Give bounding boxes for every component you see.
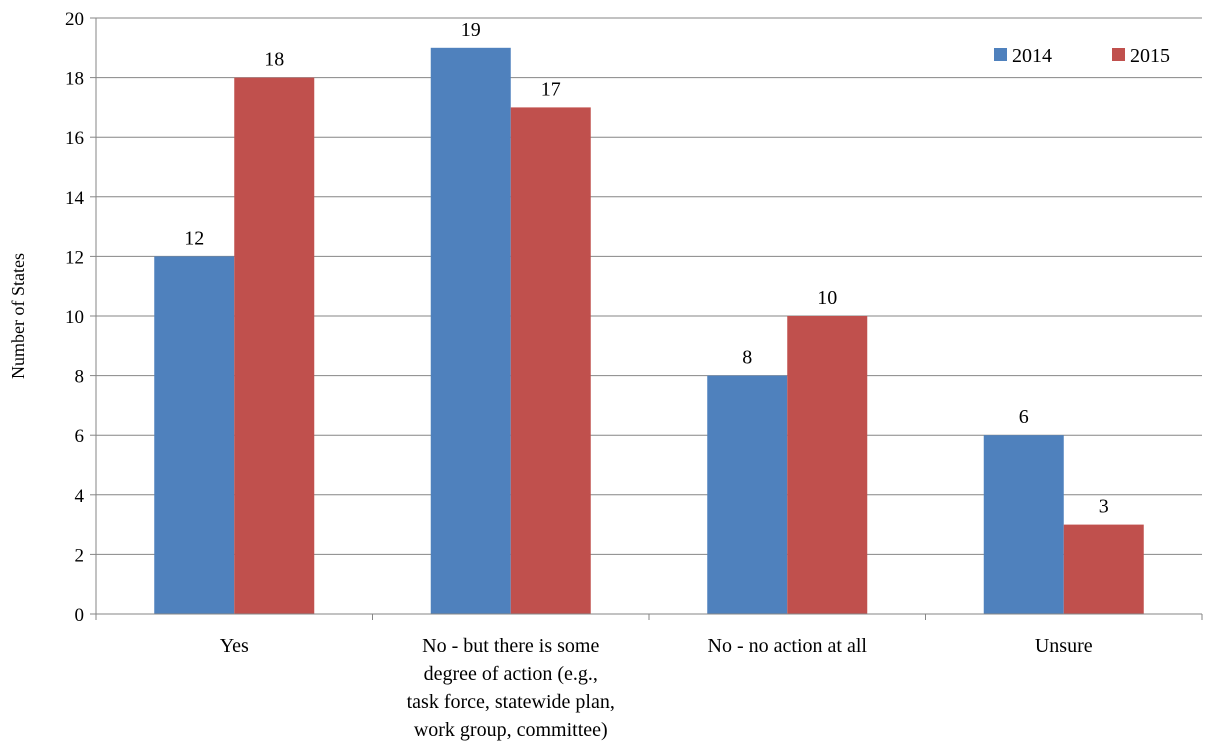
category-label: No - no action at all: [708, 635, 868, 657]
axes: [90, 17, 1203, 620]
data-label: 12: [184, 227, 204, 249]
legend: 2014 2015: [994, 45, 1170, 67]
data-label: 3: [1099, 496, 1109, 518]
y-tick-label: 20: [65, 9, 84, 30]
data-label: 10: [817, 287, 837, 309]
category-label-line: Unsure: [1035, 635, 1093, 657]
bar: [510, 107, 591, 615]
bar: [154, 256, 235, 614]
category-label: Unsure: [1035, 635, 1093, 657]
y-tick-label: 18: [65, 69, 84, 90]
legend-swatch: [1112, 48, 1125, 61]
y-axis-title: Number of States: [8, 253, 28, 379]
legend-swatch: [994, 48, 1007, 61]
category-label-line: task force, statewide plan,: [407, 691, 615, 713]
data-label: 17: [541, 78, 561, 100]
y-tick-label: 0: [75, 605, 85, 626]
y-tick-label: 4: [75, 486, 85, 507]
category-label-line: No - no action at all: [708, 635, 868, 657]
y-tick-label: 8: [75, 367, 85, 388]
bar: [430, 47, 511, 615]
y-tick-label: 12: [65, 247, 84, 268]
data-label: 6: [1019, 406, 1029, 428]
data-label: 8: [742, 347, 752, 369]
bar: [707, 375, 788, 614]
data-label: 19: [461, 19, 481, 41]
legend-label: 2015: [1130, 45, 1170, 67]
category-label-line: Yes: [220, 635, 249, 657]
labels: 0 2 4 6 8 10 12 14 16 18 20 12 18 Yes 19 17 No - but the…: [65, 9, 1109, 741]
y-tick-label: 2: [75, 545, 85, 566]
bar: [983, 435, 1064, 614]
category-label: Yes: [220, 635, 249, 657]
bar: [1063, 524, 1144, 614]
y-tick-label: 16: [65, 128, 84, 149]
legend-label: 2014: [1012, 45, 1052, 67]
y-tick-label: 10: [65, 307, 84, 328]
category-label-line: work group, committee): [414, 719, 608, 741]
category-label-line: No - but there is some: [422, 635, 599, 657]
category-label: No - but there is some degree of action (…: [407, 635, 615, 741]
category-label-line: degree of action (e.g.,: [424, 663, 598, 685]
bars: [154, 47, 1144, 615]
bar: [787, 316, 868, 614]
y-tick-label: 6: [75, 426, 85, 447]
data-label: 18: [264, 49, 284, 71]
bar: [234, 77, 315, 615]
y-tick-label: 14: [65, 188, 85, 209]
